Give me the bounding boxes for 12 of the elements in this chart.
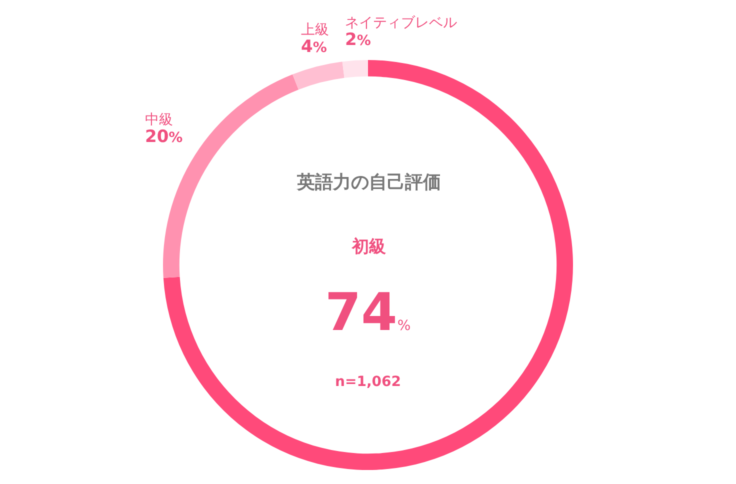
slice-label: ネイティブレベル <box>345 15 457 31</box>
donut-slice <box>342 60 368 78</box>
slice-label: 上級 <box>301 22 329 38</box>
data-label: 74% <box>325 283 411 343</box>
text: 英語力の自己評価 <box>296 172 441 193</box>
data-label: 20% <box>145 127 183 148</box>
donut-slice <box>292 62 344 90</box>
text: n=1,062 <box>335 374 401 390</box>
slice-label: 中級 <box>145 112 173 128</box>
slice-label: 初級 <box>351 237 386 257</box>
data-label: 4% <box>301 37 327 58</box>
data-label: 2% <box>345 30 371 50</box>
